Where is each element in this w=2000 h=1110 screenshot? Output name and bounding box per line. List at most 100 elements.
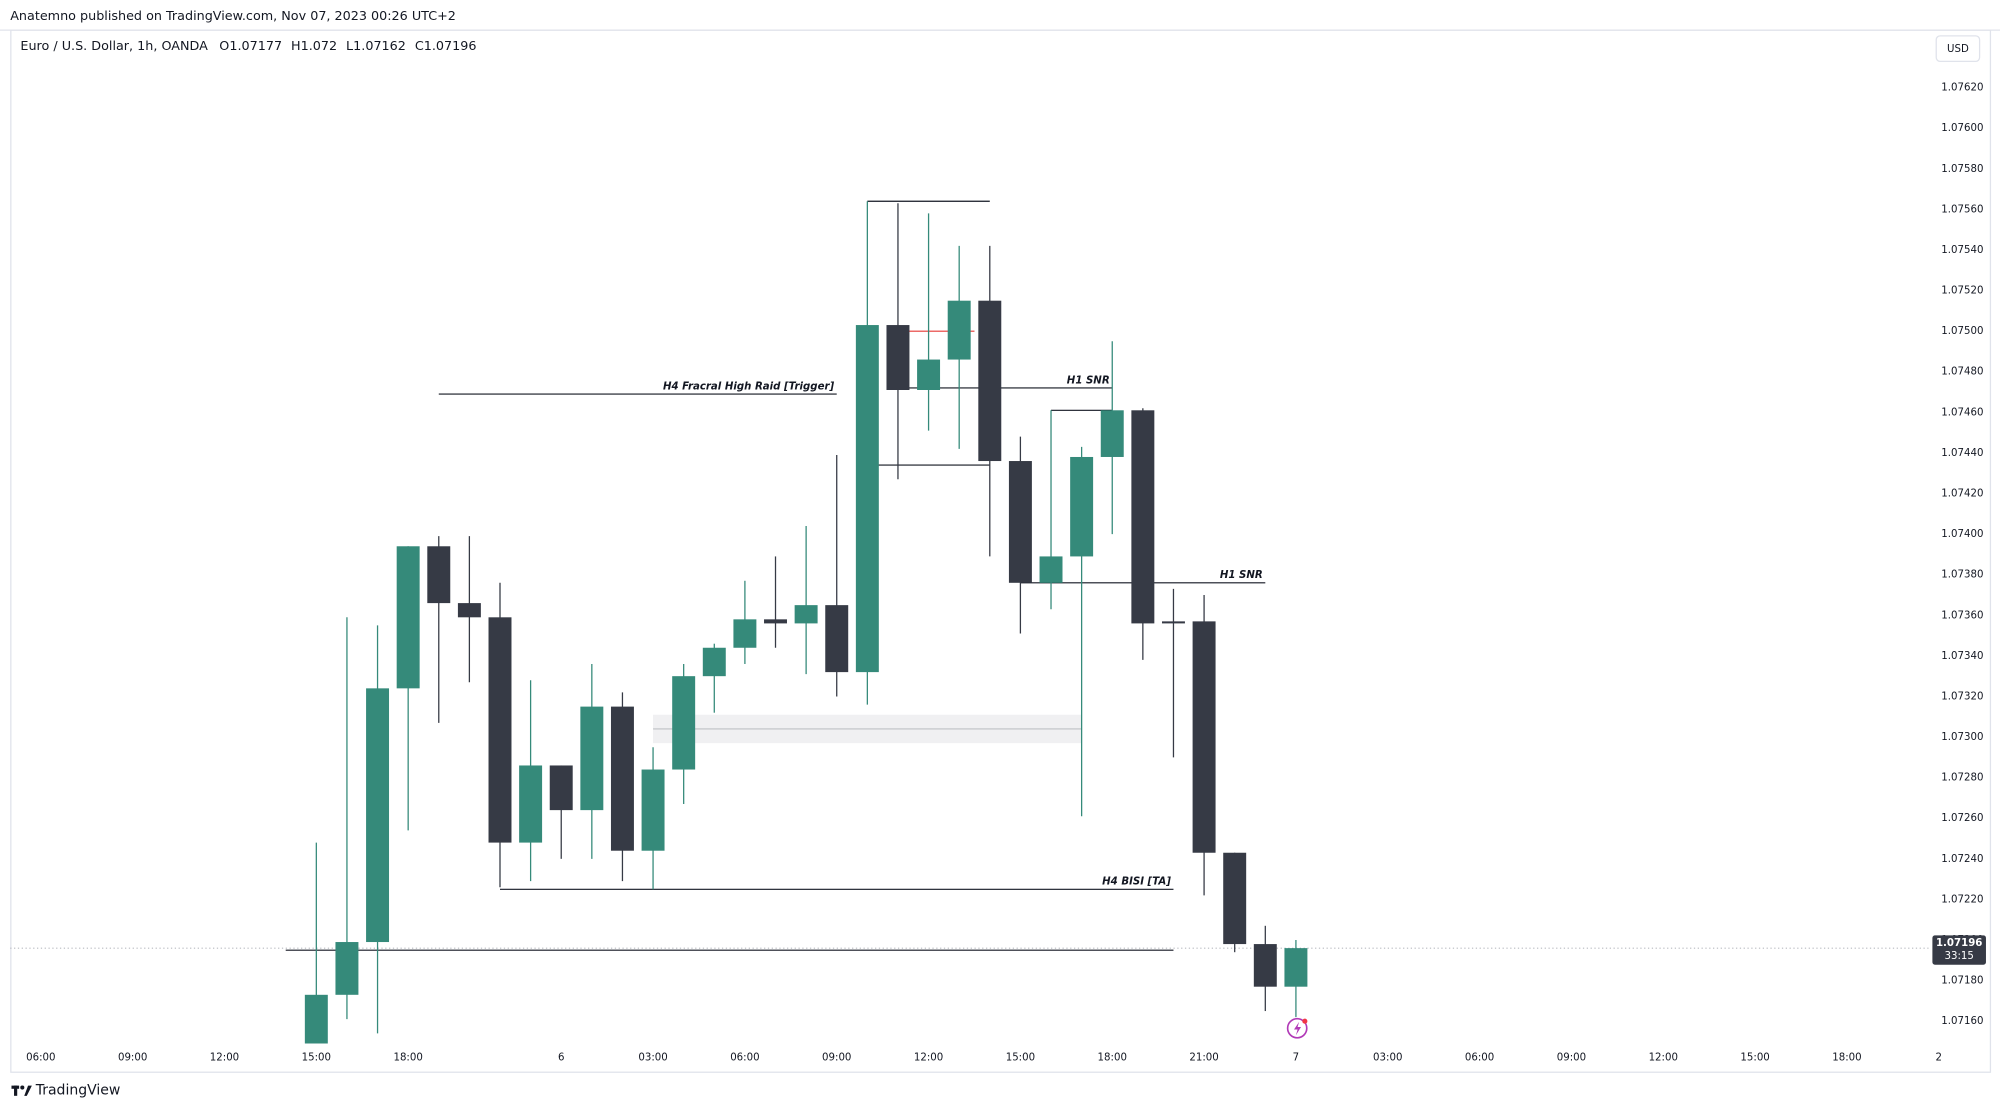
ohlc-letter: O — [219, 39, 229, 54]
x-tick-label: 7 — [1293, 1053, 1299, 1064]
candle-body — [488, 617, 512, 843]
alert-icon[interactable] — [1286, 1017, 1308, 1039]
candle-body — [1161, 621, 1185, 624]
y-tick-label: 1.07300 — [1941, 732, 1983, 743]
y-tick-label: 1.07220 — [1941, 894, 1983, 905]
candle-body — [825, 605, 849, 673]
ohlc-value: 1.072 — [301, 39, 338, 54]
y-tick-label: 1.07540 — [1941, 245, 1983, 256]
ohlc-letter: H — [291, 39, 301, 54]
y-tick-label: 1.07360 — [1941, 610, 1983, 621]
candle-body — [610, 706, 634, 851]
publisher: Anatemno published on TradingView.com, N… — [10, 9, 456, 24]
candle-body — [1070, 456, 1094, 557]
candle-body — [947, 300, 971, 360]
y-tick-label: 1.07260 — [1941, 813, 1983, 824]
plot: H4 Fracral High Raid [Trigger] H1 SNR H1 S… — [10, 200, 1929, 1044]
brand: TradingView — [35, 1083, 121, 1099]
x-tick-label: 06:00 — [1465, 1053, 1494, 1064]
ohlc-value: 1.07177 — [229, 39, 282, 54]
title-text: Euro / U.S. Dollar, 1h, OANDA — [20, 39, 208, 54]
drawing-label: H1 SNR — [1067, 375, 1110, 386]
y-tick-label: 1.07500 — [1941, 326, 1983, 337]
x-tick-label: 12:00 — [1649, 1053, 1678, 1064]
candle-body — [366, 688, 390, 943]
y-tick-label: 1.07620 — [1941, 83, 1983, 94]
drawing-label: H1 SNR — [1220, 570, 1263, 581]
candle-body — [519, 765, 543, 843]
logo — [11, 1085, 32, 1096]
drawing-label: H4 BISI [TA] — [1102, 877, 1171, 888]
y-tick-label: 1.07520 — [1941, 286, 1983, 297]
y-tick-label: 1.07560 — [1941, 204, 1983, 215]
candle-body — [641, 769, 665, 851]
y-tick-label: 1.07440 — [1941, 448, 1983, 459]
candle-body — [1192, 621, 1216, 853]
candle-body — [917, 359, 941, 390]
x-tick-label: 03:00 — [1373, 1053, 1402, 1064]
x-tick-label: 18:00 — [1098, 1053, 1127, 1064]
currency-button[interactable] — [1935, 35, 1981, 63]
x-tick-label: 15:00 — [302, 1053, 331, 1064]
x-tick-label: 15:00 — [1740, 1053, 1769, 1064]
y-tick-label: 1.07480 — [1941, 367, 1983, 378]
y-tick-label: 1.07280 — [1941, 773, 1983, 784]
x-tick-label: 12:00 — [210, 1053, 239, 1064]
y-tick-label: 1.07240 — [1941, 854, 1983, 865]
y-tick-label: 1.07380 — [1941, 570, 1983, 581]
candle-body — [549, 765, 573, 811]
candle-body — [1284, 948, 1308, 987]
x-tick-label: 15:00 — [1006, 1053, 1035, 1064]
candle-body — [1039, 556, 1063, 583]
candle-body — [304, 994, 328, 1044]
y-tick-label: 1.07400 — [1941, 529, 1983, 540]
candle-body — [457, 603, 481, 618]
ohlc-value: 1.07162 — [353, 39, 406, 54]
x-tick-label: 6 — [558, 1053, 564, 1064]
y-tick-label: 1.07580 — [1941, 164, 1983, 175]
y-tick-label: 1.07420 — [1941, 489, 1983, 500]
candle-body — [702, 647, 726, 677]
candle-body — [1253, 944, 1277, 987]
candle-body — [886, 325, 910, 390]
y-tick-label: 1.07320 — [1941, 691, 1983, 702]
currency[interactable]: USD — [1947, 44, 1969, 55]
candle-body — [733, 619, 757, 648]
candle-body — [396, 546, 420, 689]
x-tick-label: 03:00 — [638, 1053, 667, 1064]
y-tick-label: 1.07340 — [1941, 651, 1983, 662]
candle-body — [794, 605, 818, 624]
countdown: 33:15 — [1945, 951, 1974, 962]
candle-body — [1131, 410, 1155, 624]
x-tick-label: 12:00 — [914, 1053, 943, 1064]
price-label: 1.07196 — [1936, 938, 1982, 949]
candle-body — [427, 546, 451, 604]
x-tick-label: 18:00 — [1832, 1053, 1861, 1064]
chart-frame — [10, 29, 1992, 1073]
y-tick-label: 1.07600 — [1941, 123, 1983, 134]
candle-body — [672, 676, 696, 770]
y-tick-label: 1.07460 — [1941, 407, 1983, 418]
y-tick-label: 1.07180 — [1941, 976, 1983, 987]
ohlc-letter: C — [415, 39, 424, 54]
chart-title: Euro / U.S. Dollar, 1h, OANDA O1.07177 H1.… — [20, 39, 476, 54]
candle-body — [978, 300, 1002, 462]
candle-body — [1223, 852, 1247, 945]
candle-body — [1008, 461, 1032, 583]
x-tick-label: 21:00 — [1189, 1053, 1218, 1064]
candle-body — [335, 942, 359, 995]
x-tick-label: 06:00 — [26, 1053, 55, 1064]
x-tick-label: 2 — [1936, 1053, 1942, 1064]
candle-body — [580, 706, 604, 811]
candle-body — [855, 325, 879, 673]
x-tick-label: 18:00 — [393, 1053, 422, 1064]
x-tick-label: 09:00 — [118, 1053, 147, 1064]
x-tick-label: 06:00 — [730, 1053, 759, 1064]
x-tick-label: 09:00 — [822, 1053, 851, 1064]
drawing-label: H4 Fracral High Raid [Trigger] — [663, 381, 835, 392]
price-label-box — [1932, 935, 1986, 965]
x-tick-label: 09:00 — [1557, 1053, 1586, 1064]
candle-body — [1100, 410, 1124, 457]
ohlc-value: 1.07196 — [424, 39, 477, 54]
